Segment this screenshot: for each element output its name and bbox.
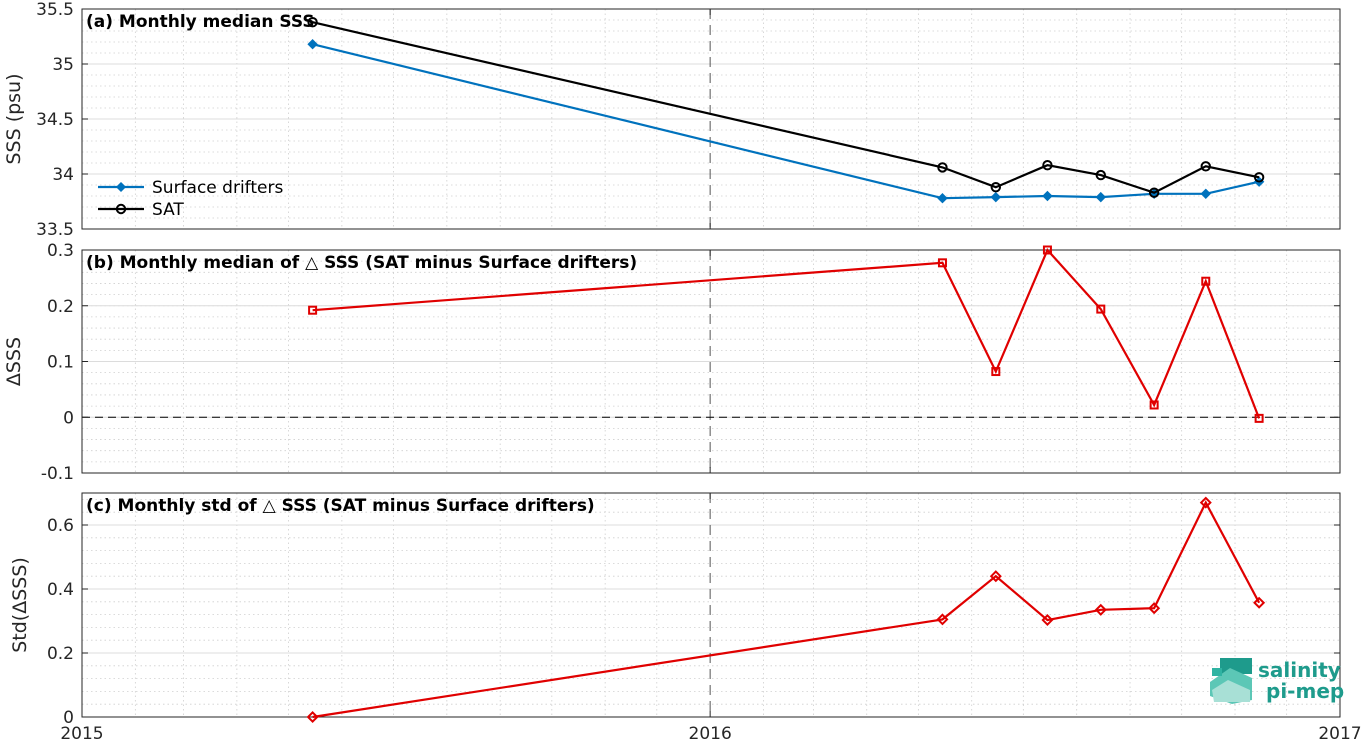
data-point (937, 162, 948, 173)
data-point (990, 191, 1002, 203)
y-tick-label: 33.5 (36, 220, 74, 240)
series-sat (307, 17, 1265, 198)
data-point (307, 17, 318, 28)
data-point (1253, 596, 1266, 609)
data-point (1095, 169, 1106, 181)
data-point (1148, 187, 1160, 198)
logo: salinity pi-mep (1210, 658, 1344, 704)
y-tick-label: 0 (63, 708, 74, 728)
data-point (1042, 160, 1053, 171)
series-surface-drifters (307, 38, 1265, 204)
data-point (937, 258, 947, 268)
data-point (1253, 172, 1265, 183)
data-point (308, 305, 318, 315)
data-point (307, 38, 318, 50)
data-point (1201, 276, 1211, 286)
data-point (1095, 191, 1107, 203)
data-point (1148, 602, 1161, 615)
series-line (312, 500, 1261, 719)
series-line (312, 21, 1260, 194)
y-tick-label: 0 (63, 408, 74, 428)
series-delta (306, 496, 1266, 724)
y-tick-label: 0.2 (47, 644, 74, 664)
legend-label: Surface drifters (152, 178, 283, 198)
logo-line1: salinity (1258, 658, 1341, 682)
series-line (312, 43, 1260, 200)
data-point (1096, 304, 1106, 314)
y-tick-label: 0.1 (47, 353, 74, 373)
panel-a: 33.5 34 34.5 35 35.5 SSS (psu) (a) Monthly med… (3, 0, 1341, 240)
panel-title: (c) Monthly std of △ SSS (SAT minus Surf… (86, 496, 595, 516)
data-point (1042, 245, 1052, 255)
y-axis-label: SSS (psu) (3, 73, 25, 164)
data-point (306, 710, 319, 724)
y-tick-label: 34 (52, 165, 74, 185)
y-tick-label: 35.5 (36, 0, 74, 20)
y-tick-label: -0.1 (41, 464, 74, 484)
y-tick-label: 0.3 (47, 241, 74, 261)
data-point (936, 613, 949, 626)
data-point (990, 182, 1002, 193)
x-tick-label: 2017 (1318, 724, 1361, 744)
data-point (1200, 161, 1211, 172)
legend-marker (115, 203, 127, 215)
y-tick-label: 0.6 (47, 516, 74, 536)
data-point (1149, 400, 1159, 410)
data-point (1254, 413, 1264, 423)
data-point (1199, 496, 1212, 509)
data-point (1094, 603, 1107, 616)
data-point (989, 570, 1002, 583)
series-delta (308, 245, 1264, 423)
legend-label: SAT (152, 200, 184, 220)
y-axis-label: Std(ΔSSS) (9, 557, 31, 653)
data-point (1041, 614, 1054, 627)
x-tick-label: 2015 (60, 724, 103, 744)
y-tick-label: 35 (52, 55, 74, 75)
legend-marker (115, 181, 127, 193)
data-point (1200, 188, 1211, 200)
series-line (312, 247, 1261, 419)
y-axis-label: ΔSSS (3, 337, 25, 386)
y-tick-label: 0.2 (47, 297, 74, 317)
x-tick-label: 2016 (689, 724, 732, 744)
panel-b: -0.1 0 0.1 0.2 0.3 ΔSSS (b) Monthly median of … (3, 241, 1341, 484)
y-tick-label: 0.4 (47, 580, 74, 600)
axes-box (81, 492, 1341, 718)
data-point (991, 367, 1001, 377)
logo-mark (1210, 658, 1252, 704)
y-tick-label: 34.5 (36, 110, 74, 130)
panel-title: (a) Monthly median SSS (86, 12, 315, 32)
data-point (937, 192, 948, 204)
data-point (1042, 190, 1053, 202)
panel-title: (b) Monthly median of △ SSS (SAT minus S… (86, 253, 637, 273)
panel-c: 0 0.2 0.4 0.6 2015 2016 2017 Std(ΔSSS) (c) Month… (9, 492, 1362, 744)
logo-line2: pi-mep (1266, 679, 1344, 703)
